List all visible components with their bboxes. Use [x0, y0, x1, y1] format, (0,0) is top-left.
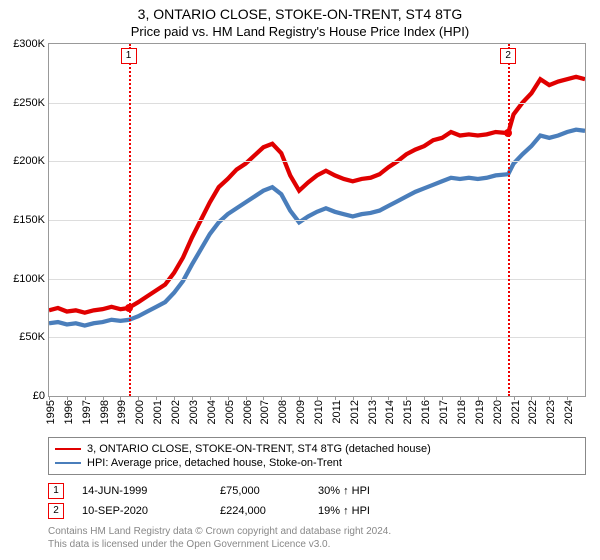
sale-row: 2 10-SEP-2020 £224,000 19% ↑ HPI: [48, 501, 586, 521]
sale-hpi: 19% ↑ HPI: [318, 505, 370, 517]
sale-dot: [125, 304, 133, 312]
y-axis-label: £150K: [13, 214, 49, 226]
sale-price: £224,000: [220, 505, 300, 517]
x-axis-label: 2004: [206, 400, 218, 424]
x-axis-label: 2016: [420, 400, 432, 424]
x-axis-label: 2001: [152, 400, 164, 424]
x-axis-label: 1996: [63, 400, 75, 424]
legend-label: 3, ONTARIO CLOSE, STOKE-ON-TRENT, ST4 8T…: [87, 443, 431, 455]
x-axis-label: 1998: [99, 400, 111, 424]
sale-row: 1 14-JUN-1999 £75,000 30% ↑ HPI: [48, 481, 586, 501]
y-axis-label: £100K: [13, 273, 49, 285]
sale-date: 10-SEP-2020: [82, 505, 202, 517]
x-axis-label: 2017: [438, 400, 450, 424]
x-axis-label: 2023: [545, 400, 557, 424]
legend: 3, ONTARIO CLOSE, STOKE-ON-TRENT, ST4 8T…: [48, 437, 586, 475]
legend-label: HPI: Average price, detached house, Stok…: [87, 457, 342, 469]
x-axis-label: 2013: [367, 400, 379, 424]
chart-subtitle: Price paid vs. HM Land Registry's House …: [0, 22, 600, 43]
x-axis-label: 2011: [331, 400, 343, 424]
x-axis-label: 2010: [313, 400, 325, 424]
sale-callout: 1: [121, 48, 137, 64]
footer-attribution: Contains HM Land Registry data © Crown c…: [48, 525, 586, 551]
sale-date: 14-JUN-1999: [82, 485, 202, 497]
x-axis-label: 2014: [384, 400, 396, 424]
x-axis-label: 2015: [402, 400, 414, 424]
x-axis-label: 1999: [116, 400, 128, 424]
x-axis-label: 1997: [81, 400, 93, 424]
legend-swatch: [55, 462, 81, 464]
x-axis-label: 2019: [474, 400, 486, 424]
sale-marker-box: 2: [48, 503, 64, 519]
x-axis-label: 2005: [224, 400, 236, 424]
x-axis-label: 2007: [259, 400, 271, 424]
legend-item: 3, ONTARIO CLOSE, STOKE-ON-TRENT, ST4 8T…: [55, 442, 579, 456]
legend-item: HPI: Average price, detached house, Stok…: [55, 456, 579, 470]
sale-hpi: 30% ↑ HPI: [318, 485, 370, 497]
y-axis-label: £300K: [13, 38, 49, 50]
legend-swatch: [55, 448, 81, 450]
x-axis-label: 2002: [170, 400, 182, 424]
y-axis-label: £250K: [13, 97, 49, 109]
sale-marker-box: 1: [48, 483, 64, 499]
x-axis-label: 2009: [295, 400, 307, 424]
x-axis-label: 2000: [134, 400, 146, 424]
y-axis-label: £200K: [13, 155, 49, 167]
x-axis-label: 2018: [456, 400, 468, 424]
x-axis-label: 2021: [510, 400, 522, 424]
sale-callout: 2: [500, 48, 516, 64]
sales-table: 1 14-JUN-1999 £75,000 30% ↑ HPI 2 10-SEP…: [48, 481, 586, 521]
chart-plot-area: £0£50K£100K£150K£200K£250K£300K199519961…: [48, 43, 586, 397]
sale-dot: [504, 129, 512, 137]
x-axis-label: 2003: [188, 400, 200, 424]
x-axis-label: 1995: [45, 400, 57, 424]
chart-title-address: 3, ONTARIO CLOSE, STOKE-ON-TRENT, ST4 8T…: [0, 0, 600, 22]
x-axis-label: 2020: [492, 400, 504, 424]
x-axis-label: 2024: [563, 400, 575, 424]
footer-line1: Contains HM Land Registry data © Crown c…: [48, 525, 586, 538]
y-axis-label: £50K: [19, 331, 49, 343]
x-axis-label: 2012: [349, 400, 361, 424]
x-axis-label: 2022: [527, 400, 539, 424]
chart-container: 3, ONTARIO CLOSE, STOKE-ON-TRENT, ST4 8T…: [0, 0, 600, 560]
footer-line2: This data is licensed under the Open Gov…: [48, 538, 586, 551]
x-axis-label: 2008: [277, 400, 289, 424]
x-axis-label: 2006: [242, 400, 254, 424]
sale-price: £75,000: [220, 485, 300, 497]
